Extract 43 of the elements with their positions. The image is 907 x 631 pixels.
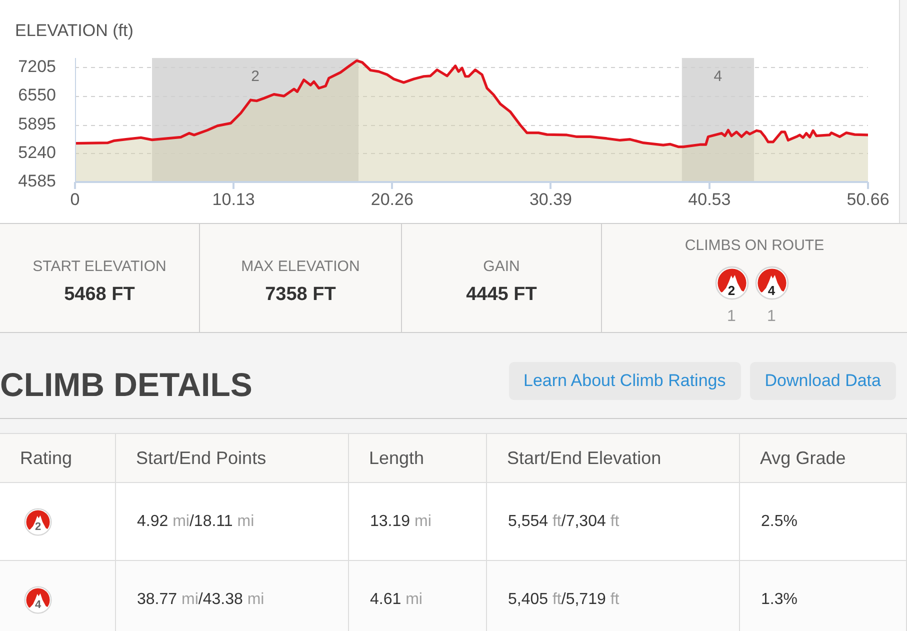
text: 5,554 ft/7,304 ft xyxy=(508,512,620,530)
text: 1.3% xyxy=(761,590,798,608)
text: 4.61 mi xyxy=(370,590,422,608)
text: 5468 FT xyxy=(63,284,136,306)
text: GAIN xyxy=(482,258,521,276)
y-tick-label: 7205 xyxy=(18,57,56,76)
x-tick-label: 40.53 xyxy=(688,190,731,209)
text: 5,405 ft/5,719 ft xyxy=(508,590,620,608)
y-tick-label: 6550 xyxy=(18,86,56,105)
text: 38.77 mi/43.38 mi xyxy=(137,590,264,608)
y-tick-label: 5240 xyxy=(18,143,56,162)
band-label: 4 xyxy=(714,68,722,86)
text-button[interactable]: Download Data xyxy=(750,362,896,400)
text: CLIMBS ON ROUTE xyxy=(684,237,826,255)
x-tick-label: 30.39 xyxy=(529,190,572,209)
y-tick-label: 4585 xyxy=(18,172,56,191)
x-tick-label: 20.26 xyxy=(370,190,414,209)
text: 13.19 mi xyxy=(370,512,432,530)
text: 4445 FT xyxy=(465,284,538,306)
text: 4 xyxy=(34,599,42,612)
text: MAX ELEVATION xyxy=(240,258,361,276)
text: 7358 FT xyxy=(264,284,337,306)
category-label: 4 xyxy=(766,282,776,298)
category-label: Start/End Elevation xyxy=(487,434,740,483)
y-axis-title: ELEVATION (ft) xyxy=(15,21,134,41)
band-label: 2 xyxy=(251,68,260,86)
data-label: 1 xyxy=(767,308,776,326)
category-label: 2 xyxy=(726,282,736,298)
category-label: Start/End Points xyxy=(116,434,349,483)
x-tick-label: 10.13 xyxy=(212,190,255,209)
text-button[interactable]: Learn About Climb Ratings xyxy=(508,362,741,400)
text: START ELEVATION xyxy=(32,258,168,276)
y-tick-label: 5895 xyxy=(18,114,56,134)
x-tick-label: 0 xyxy=(70,190,80,209)
x-tick-label: 50.66 xyxy=(846,190,890,209)
category-label: Rating xyxy=(0,434,116,483)
text: CLIMB DETAILS xyxy=(0,366,252,404)
text: 2 xyxy=(34,521,42,534)
category-label: Length xyxy=(349,434,487,483)
text: 4.92 mi/18.11 mi xyxy=(137,512,254,530)
text: 2.5% xyxy=(761,512,798,530)
category-label: Avg Grade xyxy=(740,434,907,483)
data-label: 1 xyxy=(727,308,736,326)
